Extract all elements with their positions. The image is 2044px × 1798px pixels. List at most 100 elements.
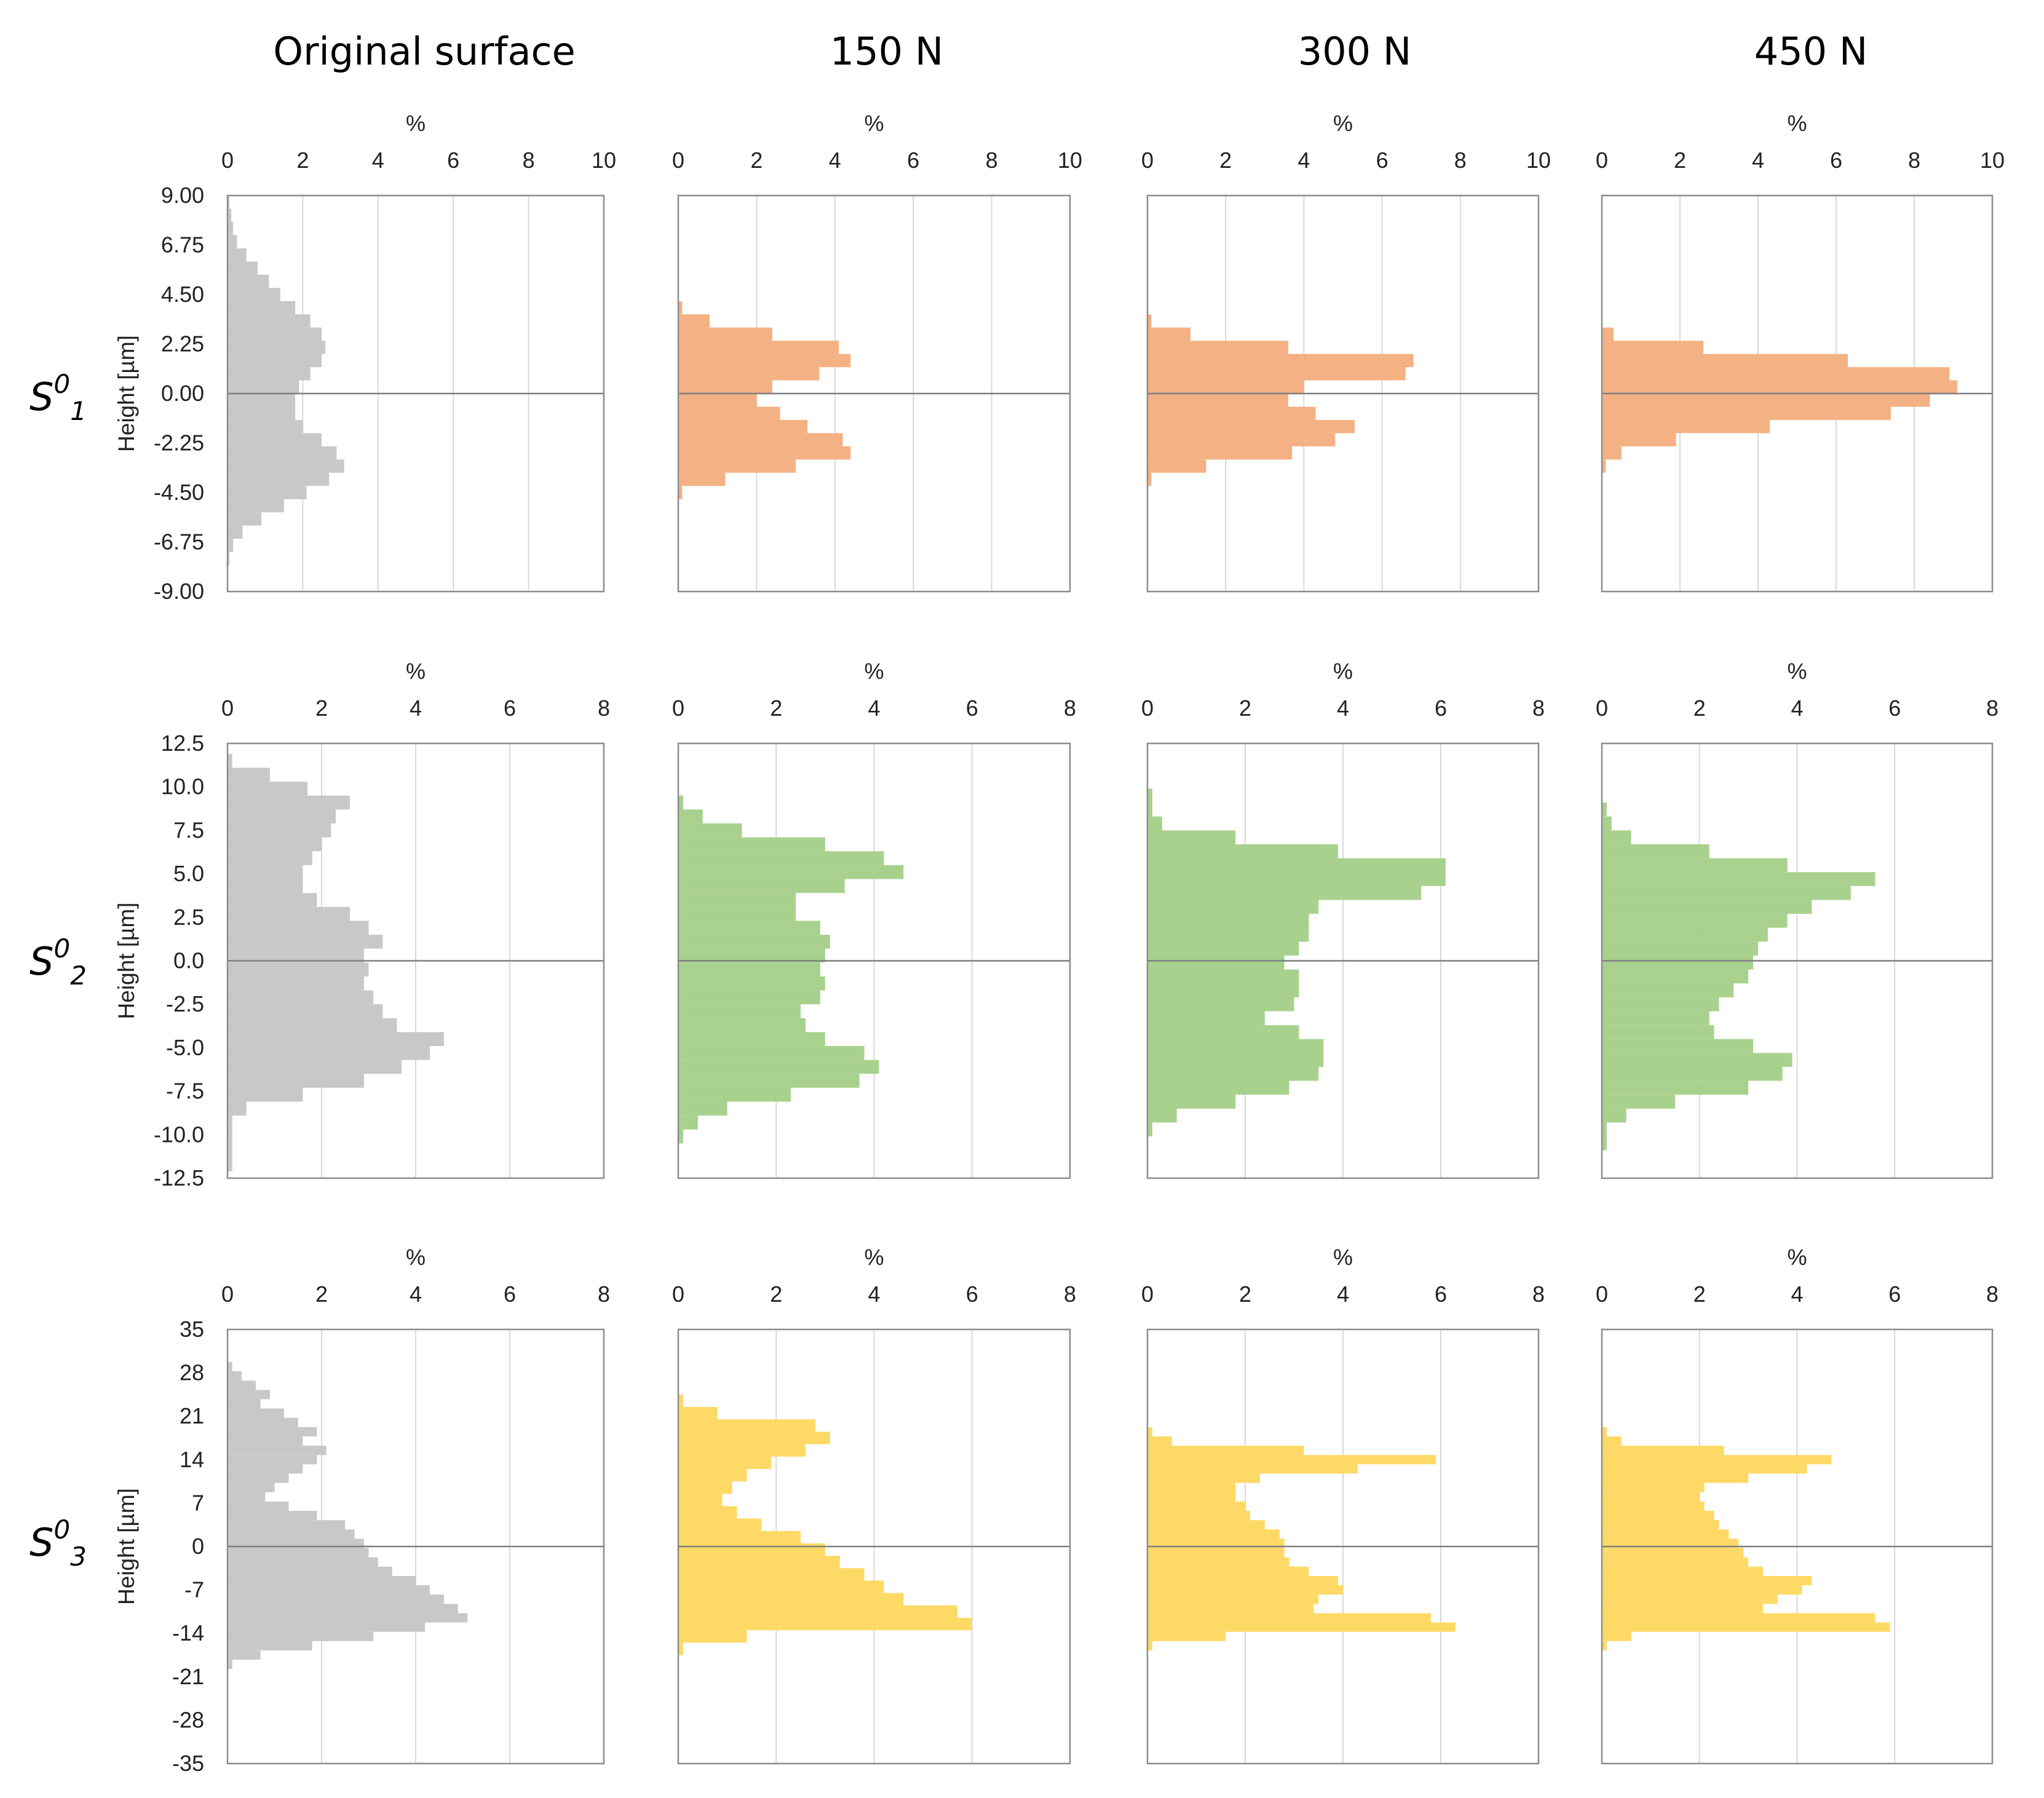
histogram-bar [228, 433, 322, 446]
x-tick-label: 4 [1337, 695, 1349, 721]
histogram-bar [1602, 1622, 1890, 1632]
histogram-bar [678, 1531, 801, 1543]
histogram-bar [228, 196, 230, 209]
histogram-bar [678, 1018, 806, 1032]
x-tick-label: 6 [1435, 1281, 1447, 1307]
y-tick-label: -6.75 [154, 529, 204, 555]
y-tick-label: -2.5 [166, 991, 204, 1016]
plot-frame [1146, 194, 1540, 593]
histogram-bar [1602, 844, 1709, 858]
x-tick-label: 0 [221, 148, 234, 173]
histogram-bar [678, 1032, 825, 1047]
panel-row2-300n: 0 2 4 6 8% [1141, 659, 1545, 1179]
x-tick-label: 2 [1219, 148, 1232, 173]
histogram-bar [228, 1548, 369, 1558]
histogram-bar [678, 1506, 737, 1519]
histogram-bar [1147, 1492, 1236, 1502]
x-axis-label: % [864, 1245, 884, 1270]
x-tick-label: 6 [907, 148, 919, 173]
x-tick-label: 6 [966, 1281, 978, 1307]
histogram-bar [228, 446, 337, 460]
histogram-bar [228, 472, 330, 486]
histogram-bar [1602, 885, 1851, 900]
histogram-bar [228, 935, 383, 949]
y-tick-label: -12.5 [154, 1165, 204, 1190]
y-tick-label: 21 [180, 1403, 204, 1428]
histogram-bar [678, 314, 710, 328]
y-tick-label: -9.00 [154, 579, 204, 604]
x-tick-label: 0 [1141, 1281, 1154, 1307]
y-tick-label: -10.0 [154, 1122, 204, 1147]
row-label-s2: S02 [30, 933, 87, 991]
x-tick-label: 4 [829, 148, 841, 173]
histogram-bar [228, 851, 312, 865]
histogram-bar [228, 341, 326, 354]
histogram-bar [678, 962, 820, 976]
histogram-bar [228, 1004, 383, 1018]
histogram-bar [228, 1074, 364, 1088]
x-axis-label: % [1333, 111, 1353, 136]
histogram-bar [678, 367, 820, 381]
y-tick-label: 28 [180, 1360, 204, 1385]
y-tick-label: 9.00 [161, 183, 204, 208]
x-tick-label: 0 [1596, 1281, 1608, 1307]
x-tick-label: 6 [1435, 695, 1447, 721]
histogram-bar [678, 948, 825, 963]
y-tick-label: -21 [172, 1664, 204, 1689]
histogram-bar [1602, 1483, 1705, 1492]
histogram-bar [1602, 1436, 1622, 1446]
x-tick-label: 6 [1888, 1281, 1901, 1307]
histogram-bar [228, 1539, 364, 1548]
x-tick-label: 2 [750, 148, 763, 173]
histogram-bar [1602, 983, 1734, 997]
histogram-bar [678, 433, 843, 446]
histogram-bar [228, 486, 307, 499]
column-title-original: Original surface [273, 29, 575, 74]
histogram-bar [228, 419, 303, 434]
y-axis-label: Height [µm] [114, 1488, 139, 1605]
histogram-bar [228, 512, 262, 526]
histogram-bar [1602, 858, 1788, 873]
histogram-bar [678, 354, 851, 368]
histogram-bar [228, 1115, 232, 1130]
column-title-450n: 450 N [1754, 29, 1868, 74]
histogram-bar [1602, 419, 1770, 434]
histogram-bar [1602, 1511, 1714, 1521]
y-tick-label: -7.5 [166, 1079, 204, 1104]
histogram-bar [1602, 900, 1812, 914]
row-label-s1: S01 [30, 369, 87, 426]
histogram-bar [1602, 1108, 1626, 1123]
histogram-bar [228, 525, 243, 539]
panel-row1-150n: 0 2 4 6 8 10% [672, 111, 1082, 593]
histogram-bar [228, 962, 369, 976]
column-title-150n: 150 N [830, 29, 943, 74]
x-tick-label: 0 [1141, 695, 1154, 721]
histogram-bar [1147, 394, 1288, 407]
x-tick-label: 2 [1674, 148, 1686, 173]
histogram-bar [1602, 1557, 1749, 1567]
histogram-bar [228, 767, 270, 782]
histogram-bar [1602, 1585, 1802, 1595]
histogram-bar [678, 976, 825, 991]
histogram-bar [1147, 354, 1414, 368]
histogram-bar [678, 486, 683, 499]
histogram-bar [1602, 341, 1704, 354]
histogram-bar [228, 893, 317, 907]
histogram-bar [228, 948, 364, 963]
histogram-bar [678, 935, 830, 949]
y-tick-label: 0 [192, 1534, 204, 1559]
x-tick-label: 4 [372, 148, 384, 173]
x-tick-label: 4 [410, 695, 422, 721]
histogram-bar [1147, 433, 1336, 446]
histogram-bar [228, 1641, 312, 1650]
plot-frame [677, 742, 1071, 1179]
histogram-bar [1147, 1455, 1436, 1465]
x-tick-label: 0 [1596, 148, 1608, 173]
histogram-bar [228, 837, 322, 852]
x-tick-label: 2 [770, 1281, 782, 1307]
y-tick-label: -28 [172, 1707, 204, 1732]
x-tick-label: 4 [410, 1281, 422, 1307]
y-tick-label: 5.0 [173, 861, 204, 886]
x-tick-label: 10 [1058, 148, 1082, 173]
